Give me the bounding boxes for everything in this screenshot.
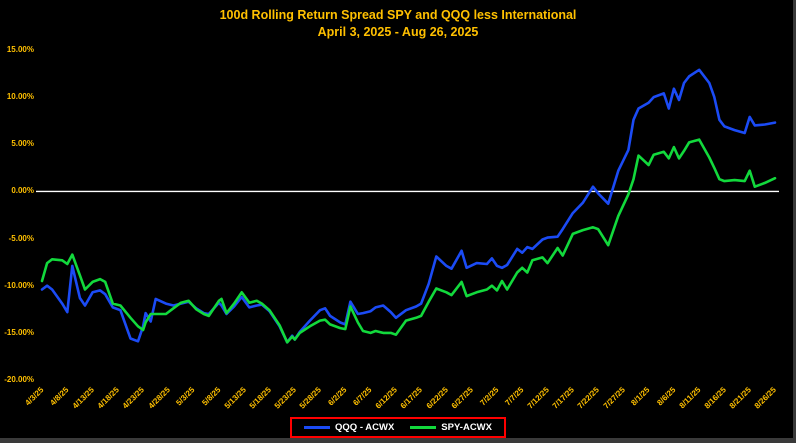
y-axis-label: 5.00%	[11, 139, 34, 149]
y-axis-label: -10.00%	[4, 280, 34, 290]
legend-item-spy: SPY-ACWX	[410, 422, 492, 433]
spy-line-swatch	[410, 426, 437, 429]
y-axis-label: -15.00%	[4, 327, 34, 337]
window-edge-right	[793, 0, 796, 443]
y-axis-label: -5.00%	[8, 233, 34, 243]
legend: QQQ - ACWX SPY-ACWX	[290, 417, 506, 438]
y-axis-label: 10.00%	[6, 92, 34, 102]
chart-subtitle: April 3, 2025 - Aug 26, 2025	[317, 25, 479, 39]
chart-title: 100d Rolling Return Spread SPY and QQQ l…	[219, 8, 577, 22]
spy-acwx-line	[40, 138, 777, 344]
qqq-line-swatch	[304, 426, 331, 429]
legend-label-spy: SPY-ACWX	[441, 422, 492, 433]
legend-label-qqq: QQQ - ACWX	[335, 422, 395, 433]
qqq-acwx-line	[40, 68, 777, 344]
legend-item-qqq: QQQ - ACWX	[304, 422, 394, 433]
window-edge-bottom	[0, 438, 796, 443]
chart-title-block: 100d Rolling Return Spread SPY and QQQ l…	[0, 7, 796, 41]
y-axis-label: -20.00%	[4, 375, 34, 384]
y-axis-label: 0.00%	[11, 186, 34, 196]
y-axis-label: 15.00%	[6, 45, 34, 54]
